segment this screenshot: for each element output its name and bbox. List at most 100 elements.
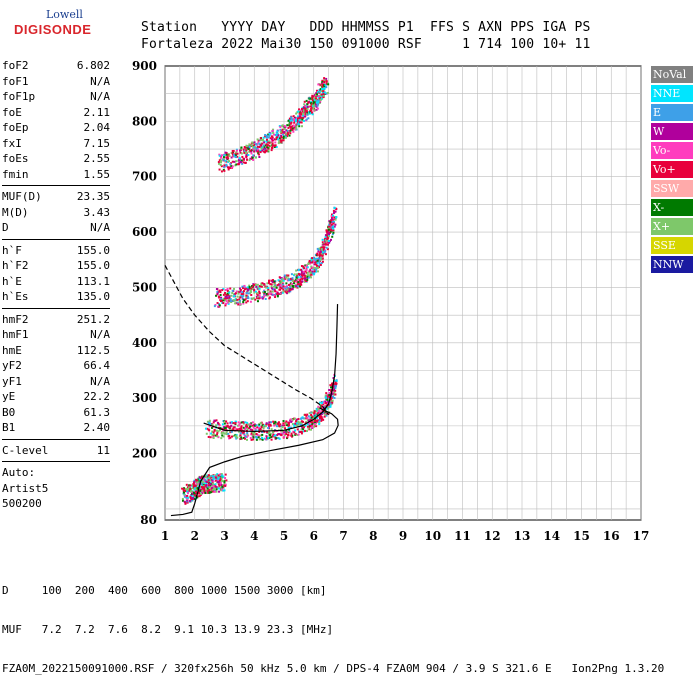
echo-point — [331, 235, 334, 238]
echo-point — [268, 421, 271, 424]
echo-point — [313, 412, 316, 415]
echo-point — [240, 426, 243, 429]
echo-point — [267, 147, 270, 150]
echo-point — [323, 410, 326, 413]
echo-point — [311, 425, 314, 428]
echo-point — [269, 434, 272, 437]
echo-point — [250, 438, 253, 441]
echo-point — [320, 415, 323, 418]
echo-point — [310, 101, 313, 104]
header-values: Fortaleza 2022 Mai30 150 091000 RSF 1 71… — [141, 37, 591, 52]
echo-point — [281, 124, 284, 127]
echo-point — [235, 151, 238, 154]
echo-point — [301, 416, 304, 419]
echo-point — [225, 163, 228, 166]
echo-point — [243, 146, 246, 149]
echo-point — [205, 489, 208, 492]
echo-point — [253, 433, 256, 436]
echo-point — [263, 291, 266, 294]
echo-point — [244, 421, 247, 424]
echo-point — [216, 290, 219, 293]
echo-point — [208, 474, 211, 477]
echo-point — [293, 121, 296, 124]
echo-point — [306, 274, 309, 277]
echo-point — [242, 301, 245, 304]
echo-point — [242, 436, 245, 439]
echo-point — [269, 144, 272, 147]
echo-point — [294, 286, 297, 289]
echo-point — [242, 432, 245, 435]
echo-point — [329, 220, 332, 223]
echo-point — [315, 101, 318, 104]
echo-point — [217, 479, 220, 482]
echo-point — [193, 492, 196, 495]
echo-point — [268, 296, 271, 299]
param-label: B0 — [2, 405, 16, 419]
echo-point — [331, 391, 334, 394]
legend-item: NoVal — [651, 66, 693, 83]
echo-point — [323, 85, 326, 88]
echo-point — [290, 121, 293, 124]
echo-point — [233, 299, 236, 302]
echo-point — [236, 298, 239, 301]
echo-point — [261, 142, 264, 145]
echo-point — [309, 262, 312, 265]
echo-point — [267, 149, 270, 152]
echo-point — [311, 272, 314, 275]
echo-point — [329, 230, 332, 233]
echo-point — [216, 292, 219, 295]
echo-point — [243, 437, 246, 440]
echo-point — [264, 425, 267, 428]
echo-point — [295, 269, 298, 272]
echo-point — [273, 424, 276, 427]
echo-point — [220, 154, 223, 157]
echo-point — [246, 289, 249, 292]
echo-point — [259, 296, 262, 299]
echo-point — [233, 287, 236, 290]
echo-point — [214, 483, 217, 486]
echo-point — [219, 486, 222, 489]
echo-point — [215, 424, 218, 427]
echo-point — [212, 421, 215, 424]
echo-point — [301, 110, 304, 113]
echo-point — [308, 422, 311, 425]
param-value: 66.4 — [83, 359, 111, 372]
echo-point — [250, 152, 253, 155]
echo-point — [261, 282, 264, 285]
echo-point — [249, 287, 252, 290]
echo-point — [299, 118, 302, 121]
auto-scaling-line: 500200 — [2, 497, 42, 510]
echo-point — [282, 137, 285, 140]
echo-point — [319, 88, 322, 91]
echo-point — [219, 293, 222, 296]
echo-point — [234, 155, 237, 158]
echo-point — [293, 425, 296, 428]
echo-point — [307, 270, 310, 273]
echo-point — [295, 127, 298, 130]
echo-point — [324, 84, 327, 87]
echo-point — [323, 91, 326, 94]
echo-point — [196, 481, 199, 484]
echo-point — [316, 104, 319, 107]
echo-point — [250, 293, 253, 296]
echo-point — [251, 421, 254, 424]
param-row: MUF(D) 23.35 — [2, 189, 110, 205]
echo-point — [321, 83, 324, 86]
echo-point — [211, 481, 214, 484]
echo-point — [315, 410, 318, 413]
echo-point — [300, 268, 303, 271]
param-row: C-level 11 — [2, 443, 110, 459]
echo-point — [249, 292, 252, 295]
x-tick-label: 7 — [339, 529, 347, 543]
param-row: h`F2 155.0 — [2, 258, 110, 274]
echo-point — [253, 143, 256, 146]
echo-point — [258, 428, 261, 431]
echo-point — [253, 423, 256, 426]
echo-point — [223, 480, 226, 483]
echo-point — [274, 138, 277, 141]
echo-point — [278, 136, 281, 139]
echo-point — [218, 162, 221, 165]
echo-point — [288, 134, 291, 137]
echo-point — [296, 422, 299, 425]
legend-item: SSW — [651, 180, 693, 197]
